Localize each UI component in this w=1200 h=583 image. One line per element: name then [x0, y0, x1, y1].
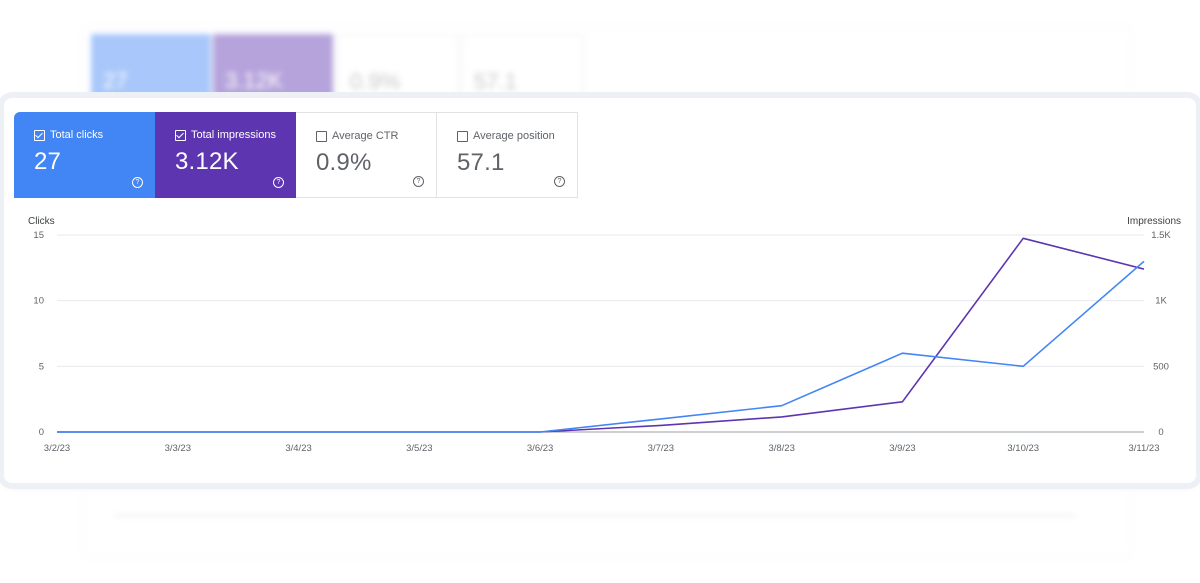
metric-value: 0.9%	[316, 149, 372, 176]
bg-card-ctr: 0.9%	[337, 34, 459, 106]
bg-baseline	[115, 515, 1075, 516]
y-right-tick-label: 500	[1153, 361, 1169, 372]
checkbox-checked-icon[interactable]	[34, 129, 45, 141]
metric-card-header: Average CTR	[316, 130, 436, 142]
help-icon[interactable]: ?	[132, 177, 143, 188]
x-tick-label: 3/3/23	[165, 443, 191, 454]
help-icon[interactable]: ?	[273, 177, 284, 188]
bg-card-clicks: 27	[91, 34, 211, 104]
checkbox-unchecked-icon[interactable]	[457, 130, 468, 142]
metric-label: Average position	[473, 130, 555, 142]
metric-card-header: Total clicks	[34, 129, 155, 141]
series-line-clicks	[57, 260, 1145, 433]
metric-value: 3.12K	[175, 148, 239, 175]
bg-card-value: 57.1	[474, 69, 517, 94]
metric-cards: Total clicks 27 ? Total impressions 3.12…	[14, 112, 578, 198]
metric-label: Average CTR	[332, 130, 399, 142]
y-right-tick-label: 0	[1158, 427, 1163, 438]
y-left-tick-label: 15	[33, 230, 44, 241]
checkbox-checked-icon[interactable]	[175, 129, 186, 141]
metric-label: Total clicks	[50, 129, 104, 141]
metric-card-header: Total impressions	[175, 129, 296, 141]
metric-card-header: Average position	[457, 130, 577, 142]
y-right-axis-title: Impressions	[1127, 216, 1181, 227]
x-tick-label: 3/2/23	[44, 443, 70, 454]
x-tick-label: 3/5/23	[406, 443, 432, 454]
y-left-tick-label: 10	[33, 296, 44, 307]
bg-card-value: 27	[103, 68, 128, 93]
x-tick-label: 3/8/23	[768, 443, 794, 454]
bg-card-position: 57.1	[461, 34, 583, 106]
y-left-tick-label: 0	[39, 427, 44, 438]
metric-value: 27	[34, 148, 62, 175]
metric-card-average-ctr[interactable]: Average CTR 0.9% ?	[296, 112, 437, 198]
y-right-tick-label: 1.5K	[1151, 230, 1171, 241]
x-tick-label: 3/10/23	[1007, 443, 1039, 454]
bg-card-value: 3.12K	[225, 68, 283, 93]
series-line-impressions	[57, 237, 1145, 433]
metric-card-total-impressions[interactable]: Total impressions 3.12K ?	[155, 112, 296, 198]
y-left-tick-label: 5	[39, 361, 44, 372]
checkbox-unchecked-icon[interactable]	[316, 130, 327, 142]
y-right-tick-label: 1K	[1155, 296, 1167, 307]
help-icon[interactable]: ?	[554, 176, 565, 187]
metric-card-average-position[interactable]: Average position 57.1 ?	[437, 112, 578, 198]
x-tick-label: 3/11/23	[1129, 443, 1160, 454]
performance-panel: Total clicks 27 ? Total impressions 3.12…	[4, 98, 1196, 483]
y-left-axis-title: Clicks	[28, 216, 55, 227]
bg-card-impressions: 3.12K	[213, 34, 333, 104]
performance-line-chart: 0 0 5 500 10 1K 15 1.5K Clicks Impressions 3/2/23 3…	[28, 216, 1181, 454]
help-icon[interactable]: ?	[413, 176, 424, 187]
x-tick-label: 3/7/23	[648, 443, 674, 454]
metric-label: Total impressions	[191, 129, 276, 141]
bg-card-value: 0.9%	[350, 69, 401, 94]
x-tick-label: 3/6/23	[527, 443, 553, 454]
x-tick-label: 3/4/23	[285, 443, 311, 454]
metric-card-total-clicks[interactable]: Total clicks 27 ?	[14, 112, 155, 198]
metric-value: 57.1	[457, 149, 505, 176]
x-tick-label: 3/9/23	[889, 443, 915, 454]
